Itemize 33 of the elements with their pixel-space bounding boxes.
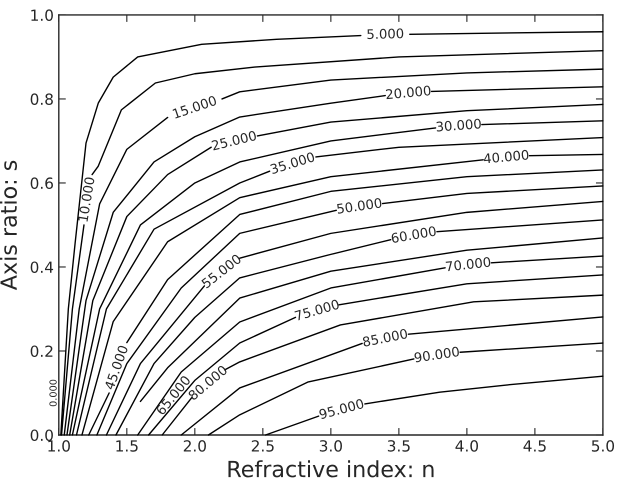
x-tick-label: 2.0 [184,440,206,452]
y-axis-title: Axis ratio: s [0,160,18,290]
text: 45.000 [104,344,128,390]
text: 95.000 [318,398,364,420]
text: 40.000 [483,150,529,164]
series-label: 5.000 [367,28,404,40]
text: 90.000 [414,346,460,363]
y-tick-label: 0.6 [30,177,53,189]
x-tick-label: 1.5 [116,440,138,452]
text: 35.000 [270,152,316,174]
text: 75.000 [294,299,340,321]
x-tick-label: 4.5 [523,440,546,452]
x-tick-label: 3.5 [388,440,410,452]
text: 50.000 [336,198,382,214]
text: 10.000 [78,176,95,222]
y-tick-label: 0.0 [30,429,53,442]
text: 60.000 [390,226,436,244]
x-axis-title: Refractive index: n [228,460,434,478]
text: 0.000 [49,380,57,406]
y-tick-label: 0.2 [30,345,52,358]
y-tick-label: 0.4 [30,261,54,273]
text: 25.000 [211,130,257,151]
x-tick-label: 3.0 [320,440,342,452]
series-label: 30.000 [436,118,482,132]
x-tick-label: 5.0 [592,440,614,452]
y-tick-label: 0.8 [30,93,53,105]
x-tick-label: 4.0 [455,440,478,452]
x-tick-label: 1.0 [48,440,70,452]
x-tick-label: 2.5 [252,440,274,452]
text: 85.000 [362,328,408,347]
text: 70.000 [446,256,491,272]
text: 20.000 [386,85,431,100]
y-tick-label: 1.0 [31,9,53,21]
